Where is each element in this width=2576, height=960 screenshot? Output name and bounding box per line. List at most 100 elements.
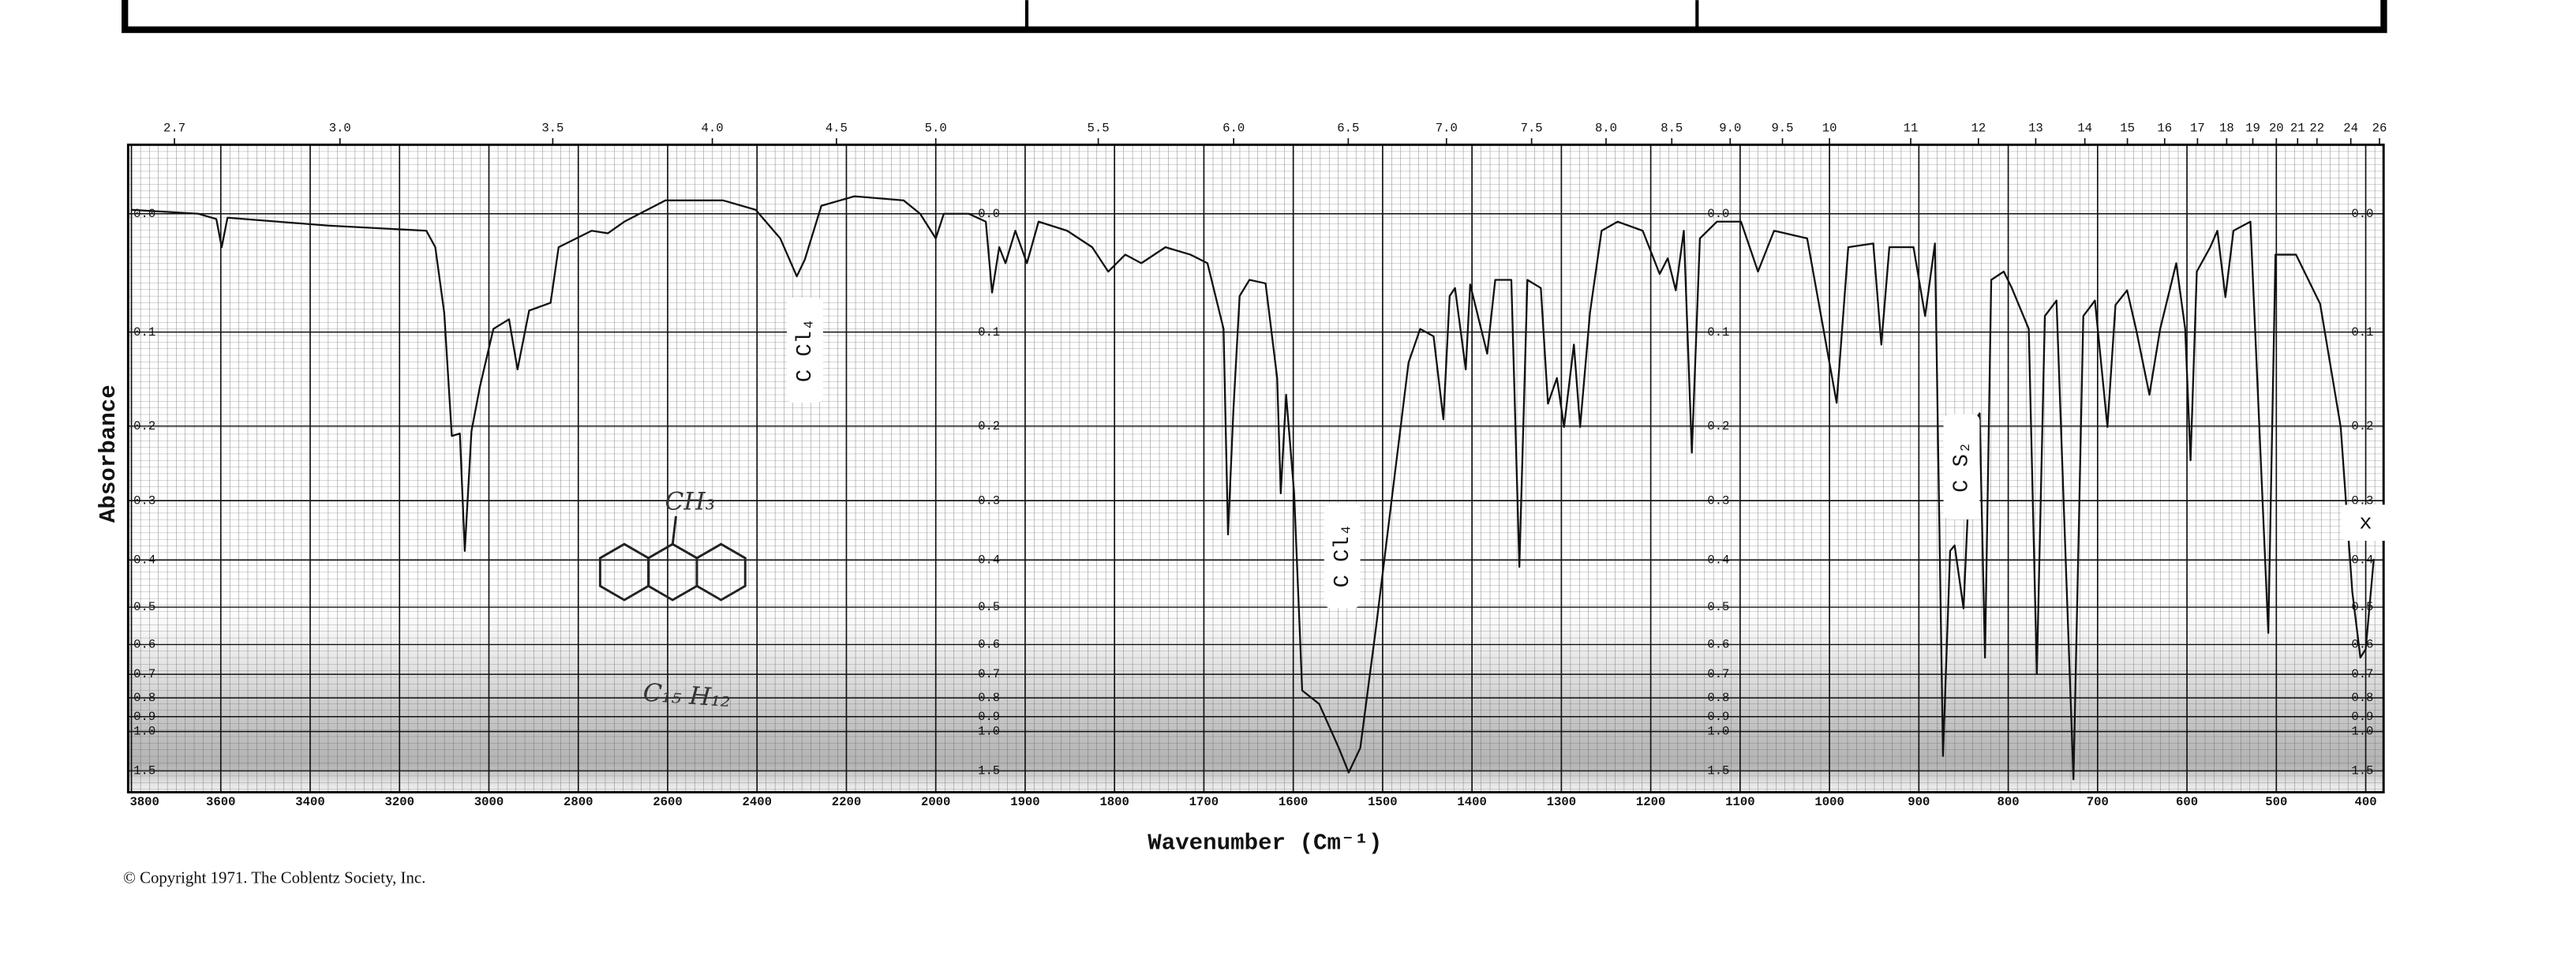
y-tick-label: 0.1 <box>2351 325 2373 339</box>
y-tick-label: 0.8 <box>1707 691 1729 705</box>
x2-tick-label: 8.5 <box>1661 122 1683 136</box>
x-tick-label: 600 <box>2176 795 2198 809</box>
y-tick-label: 0.7 <box>133 667 155 681</box>
y-axis-label: Absorbance <box>95 384 122 523</box>
x-tick-label: 1600 <box>1279 795 1308 809</box>
x2-tick-label: 10 <box>1822 122 1837 136</box>
x2-tick-label: 22 <box>2309 122 2324 136</box>
x-tick-label: 2800 <box>564 795 593 809</box>
x-tick-label: 1900 <box>1010 795 1039 809</box>
x2-tick-label: 17 <box>2190 122 2205 136</box>
x2-tick-label: 24 <box>2343 122 2358 136</box>
plot-frame <box>126 143 2385 793</box>
y-tick-label: 0.7 <box>978 667 1000 681</box>
x2-tick-label: 21 <box>2290 122 2305 136</box>
y-tick-label: 0.7 <box>2351 667 2373 681</box>
y-tick-label: 0.9 <box>133 710 155 724</box>
x2-tick-label: 8.0 <box>1595 122 1617 136</box>
y-tick-label: 1.0 <box>2351 725 2373 739</box>
annotation-bg <box>1324 503 1361 609</box>
top-bar <box>122 0 2387 33</box>
y-tick-label: 0.6 <box>1707 638 1729 652</box>
x-tick-label: 3800 <box>129 795 159 809</box>
x-tick-label: 800 <box>1998 795 2020 809</box>
y-tick-label: 0.2 <box>1707 419 1729 433</box>
y-tick-label: 0.8 <box>2351 691 2373 705</box>
plot-area: 3800 3600 3400 3200 3000 2800 2600 2400 2200 2000… <box>126 122 2391 809</box>
x-axis-label: Wavenumber (Cm⁻¹) <box>1148 831 1382 857</box>
x-tick-label: 700 <box>2087 795 2109 809</box>
x2-tick-label: 19 <box>2245 122 2260 136</box>
x-tick-label: 1100 <box>1725 795 1754 809</box>
y-tick-label: 0.0 <box>978 207 1000 221</box>
y-tick-label: 0.8 <box>978 691 1000 705</box>
y-tick-label: 0.3 <box>1707 493 1729 508</box>
annotation: C Cl₄ <box>793 318 818 382</box>
x2-tick-label: 6.0 <box>1222 122 1245 136</box>
x2-tick-label: 14 <box>2077 122 2092 136</box>
annotation-bg <box>1943 414 1980 519</box>
y-tick-label: 0.1 <box>1707 325 1729 339</box>
x2-tick-label: 18 <box>2219 122 2234 136</box>
molecule-sketch <box>598 516 747 602</box>
y-tick-label: 1.5 <box>133 764 155 778</box>
y-tick-label: 0.4 <box>2351 553 2373 568</box>
x2-tick-label: 9.5 <box>1771 122 1793 136</box>
x-tick-label: 1000 <box>1814 795 1844 809</box>
methyl-bond <box>671 516 677 545</box>
annotation: CH₃ <box>665 488 715 516</box>
y-tick-label: 1.0 <box>1707 725 1729 739</box>
x-tick-label: 400 <box>2354 795 2376 809</box>
x-tick-label: 500 <box>2265 795 2287 809</box>
x-tick-label: 3200 <box>385 795 414 809</box>
x-tick-label: 2600 <box>653 795 682 809</box>
x-tick-label: 2000 <box>921 795 950 809</box>
y-tick-label: 0.7 <box>1707 667 1729 681</box>
x-tick-label: 1300 <box>1547 795 1576 809</box>
x-tick-label: 3400 <box>295 795 324 809</box>
x-tick-label: 1200 <box>1636 795 1665 809</box>
x2-tick-label: 5.0 <box>925 122 947 136</box>
x2-tick-label: 4.0 <box>702 122 724 136</box>
x2-tick-label: 6.5 <box>1337 122 1359 136</box>
y-tick-label: 0.6 <box>2351 638 2373 652</box>
y-tick-label: 0.9 <box>978 710 1000 724</box>
x-tick-label: 1400 <box>1457 795 1486 809</box>
y-tick-label: 0.9 <box>1707 710 1729 724</box>
x-tick-label: 3600 <box>206 795 235 809</box>
x2-tick-label: 9.0 <box>1719 122 1741 136</box>
annotation: C S₂ <box>1950 441 1975 493</box>
y-tick-label: 0.5 <box>133 600 155 614</box>
y-tick-label: 0.1 <box>978 325 1000 339</box>
y-tick-label: 0.4 <box>978 553 1000 568</box>
y-tick-label: 0.2 <box>133 419 155 433</box>
annotation-bg <box>787 297 823 403</box>
y-tick-label: 0.3 <box>133 493 155 508</box>
x2-tick-label: 12 <box>1971 122 1986 136</box>
y-tick-label: 0.4 <box>133 553 155 568</box>
x-tick-label: 900 <box>1908 795 1930 809</box>
x2-tick-label: 20 <box>2269 122 2284 136</box>
x2-tick-label: 15 <box>2120 122 2135 136</box>
y-tick-label: 0.0 <box>2351 207 2373 221</box>
annotation: C₁₅ H₁₂ <box>642 678 732 713</box>
y-tick-label: 0.3 <box>2351 493 2373 508</box>
annotation: x <box>2359 511 2372 535</box>
x-tick-label: 1800 <box>1099 795 1129 809</box>
spectrum-line <box>131 195 2375 781</box>
y-tick-label: 1.5 <box>1707 764 1729 778</box>
x-tick-label: 2400 <box>742 795 771 809</box>
y-tick-label: 0.0 <box>1707 207 1729 221</box>
x2-tick-label: 11 <box>1904 122 1919 136</box>
x2-tick-label: 3.0 <box>329 122 351 136</box>
y-tick-label: 0.2 <box>978 419 1000 433</box>
y-tick-label: 0.0 <box>133 207 155 221</box>
x-tick-label: 3000 <box>474 795 504 809</box>
y-tick-label: 1.0 <box>978 725 1000 739</box>
x2-tick-label: 3.5 <box>541 122 564 136</box>
y-tick-label: 0.5 <box>978 600 1000 614</box>
y-tick-label: 1.5 <box>2351 764 2373 778</box>
y-tick-label: 1.0 <box>133 725 155 739</box>
x2-tick-label: 26 <box>2372 122 2387 136</box>
